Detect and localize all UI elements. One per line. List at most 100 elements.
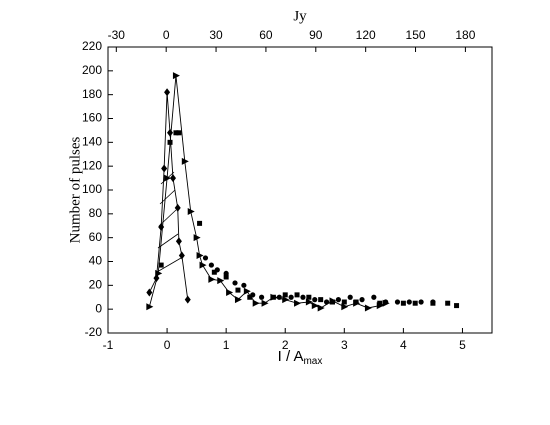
x-tick-label: 2 [282,338,289,352]
point [181,157,189,165]
y-tick-label: 20 [89,278,103,292]
point [335,297,341,303]
point [178,251,185,260]
hatching [156,171,182,273]
point [252,299,260,307]
x-axis-label-main: I / A [278,348,304,365]
point [243,287,251,295]
point [270,294,276,300]
y-tick-label: -20 [85,325,103,339]
y-tick-label: 180 [82,87,102,101]
point [294,299,302,307]
point [412,300,418,306]
point [158,262,164,268]
x-axis-label: I / Amax [278,348,323,367]
y-axis-label: Number of pulses [67,137,83,244]
point [208,262,214,268]
hatch-line [158,209,177,227]
point [347,294,353,300]
point [305,298,313,306]
point [172,72,180,80]
point [235,287,241,293]
point [318,297,324,303]
point [294,292,300,298]
point [187,207,195,215]
x-tick-label: 5 [459,338,466,352]
point [364,304,372,312]
y-tick-label: 220 [82,39,102,53]
y-tick-label: 40 [89,254,103,268]
hatch-line [156,257,182,273]
x2-tick-label: 60 [259,28,273,42]
point [161,164,168,173]
point [153,274,160,283]
point [312,297,318,303]
point [406,299,412,305]
point [261,299,269,307]
point [259,294,265,300]
point [359,297,365,303]
x-tick-label: -1 [103,338,114,352]
point [146,288,153,297]
top-axis-label: Jy [293,8,307,24]
x2-tick-label: 30 [209,28,223,42]
point [400,300,406,306]
point [306,294,312,300]
point [226,288,234,296]
point [232,280,238,286]
x-tick-label: 4 [400,338,407,352]
point [445,300,451,306]
x2-tick-label: 180 [455,28,475,42]
point [329,299,335,305]
point [197,220,203,226]
point [174,203,181,212]
x-tick-label: 1 [223,338,230,352]
x-tick-label: 0 [164,338,171,352]
point [234,296,242,304]
point [202,255,209,261]
point [241,282,247,288]
point [394,299,401,305]
y-tick-label: 60 [89,230,103,244]
point [323,299,330,305]
point [430,299,436,305]
x-tick-label: 3 [341,338,348,352]
point [175,237,182,246]
point [146,303,154,311]
y-tick-label: 200 [82,63,102,77]
point [300,294,306,300]
x-axis-label-sub: max [303,356,322,367]
point [158,222,165,231]
y-tick-label: 120 [82,158,102,172]
point [377,300,383,306]
point [282,296,290,304]
point [371,294,377,300]
point [250,292,256,298]
point [217,277,225,285]
point [341,299,347,305]
y-tick-label: 100 [82,182,102,196]
point [176,130,182,136]
point [223,270,229,277]
point [164,88,171,97]
point [282,292,288,298]
point [167,139,173,145]
point [193,234,201,242]
point [311,302,319,310]
point [341,303,349,311]
x2-tick-label: -30 [108,28,126,42]
y-tick-label: 140 [82,135,102,149]
point [208,275,216,283]
x2-tick-label: 150 [406,28,426,42]
x2-tick-label: 0 [163,28,170,42]
point [167,128,174,137]
point [383,299,389,305]
point [169,174,176,183]
point [276,294,282,300]
point [199,261,207,269]
y-tick-label: 80 [89,206,103,220]
point [317,304,325,312]
x2-tick-label: 120 [356,28,376,42]
point [223,274,229,280]
